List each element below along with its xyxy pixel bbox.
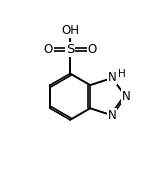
Text: N: N xyxy=(108,109,117,122)
Text: N: N xyxy=(108,72,117,85)
Text: S: S xyxy=(66,43,74,56)
Text: N: N xyxy=(121,90,130,103)
Text: O: O xyxy=(43,43,53,56)
Text: OH: OH xyxy=(61,24,79,37)
Text: O: O xyxy=(88,43,97,56)
Text: H: H xyxy=(118,69,126,79)
